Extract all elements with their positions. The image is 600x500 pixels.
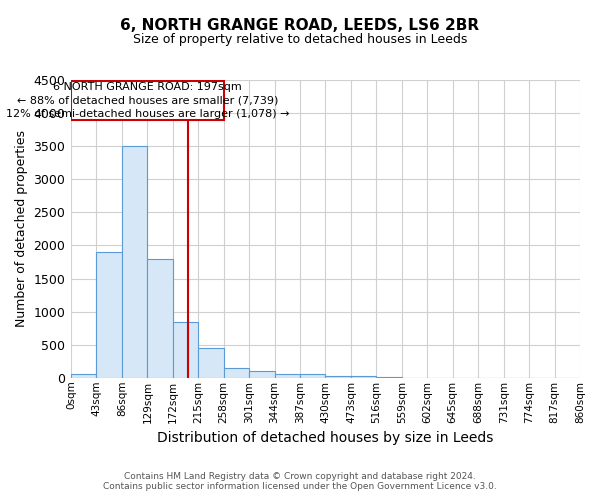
Bar <box>122 146 148 378</box>
Bar <box>325 376 351 378</box>
Text: Size of property relative to detached houses in Leeds: Size of property relative to detached ho… <box>133 32 467 46</box>
Bar <box>275 374 300 378</box>
Text: 6, NORTH GRANGE ROAD, LEEDS, LS6 2BR: 6, NORTH GRANGE ROAD, LEEDS, LS6 2BR <box>121 18 479 32</box>
Y-axis label: Number of detached properties: Number of detached properties <box>15 130 28 328</box>
Bar <box>173 322 198 378</box>
Bar <box>148 258 173 378</box>
Bar <box>198 348 224 378</box>
Text: 6 NORTH GRANGE ROAD: 197sqm: 6 NORTH GRANGE ROAD: 197sqm <box>53 82 242 92</box>
Text: Contains public sector information licensed under the Open Government Licence v3: Contains public sector information licen… <box>103 482 497 491</box>
Bar <box>351 376 376 378</box>
Text: 12% of semi-detached houses are larger (1,078) →: 12% of semi-detached houses are larger (… <box>5 109 289 119</box>
Bar <box>224 368 249 378</box>
Text: Contains HM Land Registry data © Crown copyright and database right 2024.: Contains HM Land Registry data © Crown c… <box>124 472 476 481</box>
Bar <box>97 252 122 378</box>
X-axis label: Distribution of detached houses by size in Leeds: Distribution of detached houses by size … <box>157 431 494 445</box>
Bar <box>300 374 325 378</box>
Bar <box>71 82 224 120</box>
Bar <box>249 371 275 378</box>
Bar <box>71 374 97 378</box>
Text: ← 88% of detached houses are smaller (7,739): ← 88% of detached houses are smaller (7,… <box>17 96 278 106</box>
